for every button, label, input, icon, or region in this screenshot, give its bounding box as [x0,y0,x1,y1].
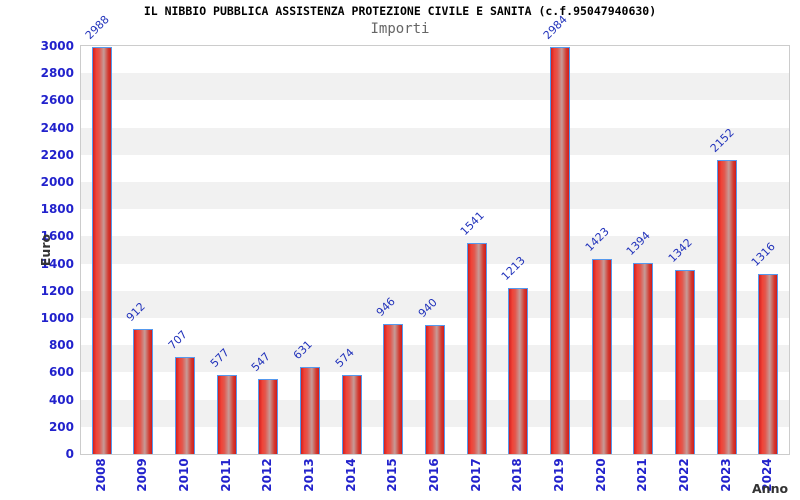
bar-2020 [592,259,612,454]
bar-2017 [467,243,487,454]
x-tick-label: 2023 [719,458,733,492]
bar-2018 [508,288,528,454]
x-tick-label: 2019 [552,458,566,492]
bar-2016 [425,325,445,454]
bar-2019 [550,47,570,454]
grid-band [81,236,789,264]
x-tick-label: 2022 [677,458,691,492]
bar-2024 [758,274,778,454]
y-tick-label: 2800 [40,66,74,81]
y-tick-label: 2000 [40,175,74,189]
bar-2014 [342,375,362,454]
bar-2010 [175,357,195,454]
y-tick-label: 2200 [40,147,74,162]
y-tick-label: 2600 [40,93,74,108]
bar-2015 [383,324,403,454]
x-tick-label: 2017 [469,458,483,492]
x-tick-label: 2020 [594,458,608,492]
y-tick-label: 1400 [40,256,74,271]
x-tick-label: 2013 [302,458,316,492]
x-tick-label: 2011 [219,458,233,492]
x-tick-label: 2009 [135,458,149,492]
x-axis-title: Anno [752,481,789,496]
y-tick-label: 0 [65,447,74,461]
y-tick-label: 1000 [40,311,74,325]
x-tick-label: 2014 [344,458,358,492]
grid-band [81,100,789,128]
y-tick-label: 3000 [40,39,74,53]
chart-subtitle: Importi [370,21,430,37]
chart-title: IL NIBBIO PUBBLICA ASSISTENZA PROTEZIONE… [143,4,657,18]
y-tick-label: 1600 [40,229,74,244]
x-tick-label: 2012 [260,458,274,492]
bar-2012 [258,379,278,454]
grid-band [81,73,789,101]
bar-2013 [300,367,320,454]
x-tick-label: 2016 [427,458,441,492]
grid-band [81,209,789,237]
grid-band [81,46,789,74]
x-tick-label: 2021 [635,458,649,492]
grid-band [81,182,789,210]
bar-2011 [217,375,237,454]
grid-band [81,290,789,318]
bar-2022 [675,270,695,454]
y-tick-label: 400 [48,392,74,407]
bar-2008 [92,47,112,454]
y-tick-label: 600 [48,365,74,380]
y-tick-label: 1800 [40,202,74,217]
grid-band [81,263,789,291]
y-tick-label: 800 [48,338,74,353]
grid-band [81,154,789,182]
plot-area: 2988 912 707 577 547 631 574 946 940 1541 1213 2984… [80,13,790,455]
x-tick-label: 2015 [385,458,399,492]
y-tick-label: 2400 [40,120,74,135]
x-tick-label: 2008 [94,458,108,492]
y-tick-label: 1200 [40,283,74,298]
bar-2021 [633,263,653,454]
x-tick-label: 2018 [510,458,524,492]
y-axis-title: Euro [38,233,53,267]
bar-2009 [133,329,153,454]
y-tick-label: 200 [48,419,74,434]
grid-band [81,127,789,155]
x-tick-label: 2010 [177,458,191,492]
bar-2023 [717,160,737,454]
